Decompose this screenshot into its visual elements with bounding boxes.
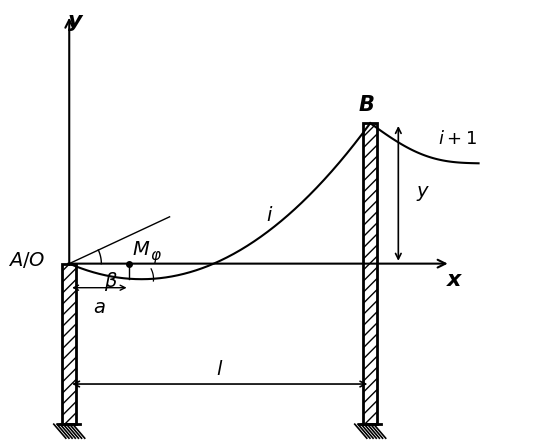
Text: $\beta$: $\beta$ — [105, 270, 119, 293]
Text: $a$: $a$ — [93, 298, 106, 317]
Text: $i$: $i$ — [266, 206, 273, 225]
Text: $\boldsymbol{x}$: $\boldsymbol{x}$ — [445, 270, 464, 290]
Text: $i+1$: $i+1$ — [438, 130, 477, 148]
Text: $l$: $l$ — [216, 360, 223, 380]
Text: $y$: $y$ — [417, 184, 430, 203]
Bar — [363, 123, 377, 424]
Text: $\boldsymbol{B}$: $\boldsymbol{B}$ — [358, 95, 374, 115]
Text: $\boldsymbol{y}$: $\boldsymbol{y}$ — [67, 13, 84, 33]
Text: $A/O$: $A/O$ — [7, 249, 45, 270]
Bar — [62, 264, 76, 424]
Text: $M$: $M$ — [132, 240, 151, 259]
Text: $\varphi$: $\varphi$ — [150, 249, 161, 265]
